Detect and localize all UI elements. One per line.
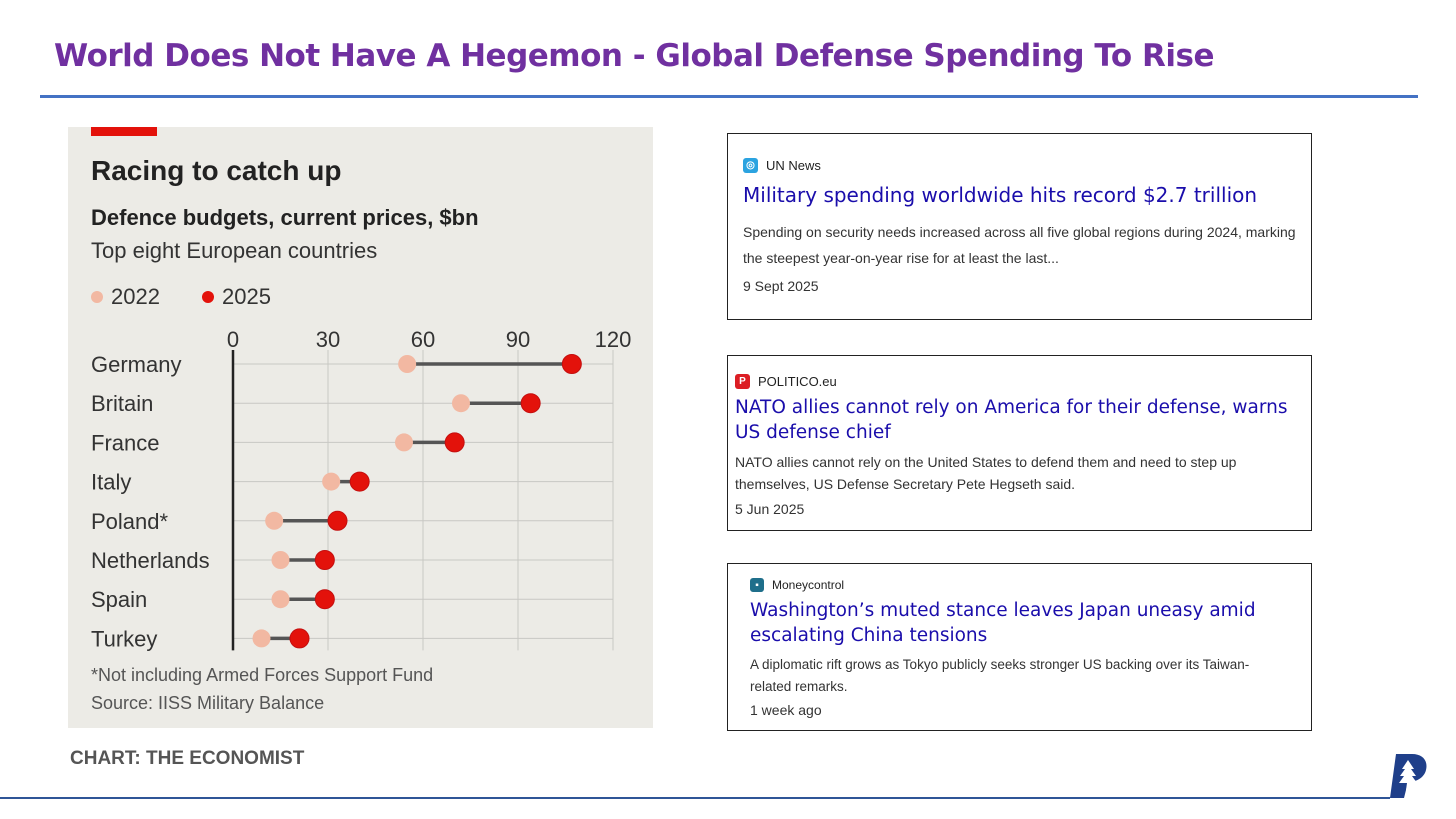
news-headline[interactable]: Washington’s muted stance leaves Japan u… bbox=[750, 600, 1256, 646]
dot-2025 bbox=[289, 628, 310, 649]
news-card-un[interactable]: ◎ UN News Military spending worldwide hit… bbox=[727, 133, 1312, 320]
dot-2025 bbox=[314, 589, 335, 610]
dot-2022 bbox=[265, 511, 284, 530]
chart-subtitle-2: Top eight European countries bbox=[91, 238, 378, 263]
dot-2022 bbox=[452, 394, 470, 413]
dot-2022 bbox=[322, 472, 341, 491]
politico-logo-icon: P bbox=[735, 374, 750, 389]
legend-label: 2025 bbox=[222, 284, 271, 309]
dot-2022 bbox=[271, 590, 290, 609]
chart-subtitle: Defence budgets, current prices, $bn bbox=[91, 205, 479, 230]
economist-chart: Racing to catch up Defence budgets, curr… bbox=[68, 127, 653, 728]
category-label: Turkey bbox=[91, 626, 157, 651]
chart-source: Source: IISS Military Balance bbox=[91, 693, 325, 713]
news-source: ◎ UN News bbox=[743, 158, 1296, 173]
dot-2025 bbox=[327, 510, 348, 531]
news-date: 5 Jun 2025 bbox=[735, 501, 805, 517]
news-headline[interactable]: Military spending worldwide hits record … bbox=[743, 183, 1258, 207]
legend-2022: 2022 bbox=[91, 284, 160, 310]
x-tick-label: 0 bbox=[227, 327, 239, 352]
economist-red-tag bbox=[91, 127, 157, 136]
chart-plot: 0 30 60 90 120 Germany Britain France Italy Polan… bbox=[91, 327, 632, 651]
legend-2025: 2025 bbox=[202, 284, 271, 310]
news-card-moneycontrol[interactable]: ▪ Moneycontrol Washington’s muted stance … bbox=[727, 563, 1312, 731]
source-label: POLITICO.eu bbox=[758, 374, 837, 389]
dot-2022 bbox=[395, 433, 413, 452]
chart-footnote: *Not including Armed Forces Support Fund bbox=[91, 665, 434, 685]
title-divider bbox=[40, 95, 1418, 98]
news-desc: Spending on security needs increased acr… bbox=[743, 224, 1296, 266]
dot-2025 bbox=[561, 354, 582, 374]
category-label: Germany bbox=[91, 352, 181, 377]
dot-2025 bbox=[314, 550, 335, 570]
dot-2022 bbox=[398, 355, 417, 373]
legend-swatch-2025 bbox=[202, 291, 214, 303]
dot-2025 bbox=[349, 471, 370, 492]
x-tick-label: 120 bbox=[595, 327, 632, 352]
category-label: Netherlands bbox=[91, 548, 210, 573]
chart-credit: CHART: THE ECONOMIST bbox=[70, 748, 305, 769]
category-label: France bbox=[91, 430, 159, 455]
news-headline[interactable]: NATO allies cannot rely on America for t… bbox=[735, 397, 1288, 443]
company-logo-icon bbox=[1390, 754, 1427, 798]
news-source: ▪ Moneycontrol bbox=[750, 578, 1289, 592]
news-desc: NATO allies cannot rely on the United St… bbox=[735, 454, 1237, 492]
news-source: P POLITICO.eu bbox=[735, 374, 1304, 389]
dot-2022 bbox=[252, 629, 271, 648]
x-tick-label: 60 bbox=[411, 327, 435, 352]
chart-title: Racing to catch up bbox=[91, 155, 342, 186]
un-logo-icon: ◎ bbox=[743, 158, 758, 173]
source-label: UN News bbox=[766, 158, 821, 173]
footer-divider bbox=[0, 797, 1390, 799]
news-card-politico[interactable]: P POLITICO.eu NATO allies cannot rely on … bbox=[727, 355, 1312, 531]
dot-2025 bbox=[520, 393, 541, 414]
category-label: Poland* bbox=[91, 509, 169, 534]
dot-2025 bbox=[444, 432, 465, 453]
legend-swatch-2022 bbox=[91, 291, 103, 303]
category-label: Britain bbox=[91, 391, 153, 416]
dot-2022 bbox=[271, 551, 290, 569]
legend-label: 2022 bbox=[111, 284, 160, 309]
page-title: World Does Not Have A Hegemon - Global D… bbox=[54, 38, 1215, 74]
news-desc: A diplomatic rift grows as Tokyo publicl… bbox=[750, 657, 1250, 694]
x-tick-label: 30 bbox=[316, 327, 340, 352]
category-label: Italy bbox=[91, 470, 131, 495]
category-label: Spain bbox=[91, 587, 147, 612]
moneycontrol-logo-icon: ▪ bbox=[750, 578, 764, 592]
source-label: Moneycontrol bbox=[772, 578, 845, 592]
news-date: 9 Sept 2025 bbox=[743, 278, 819, 294]
x-tick-label: 90 bbox=[506, 327, 530, 352]
news-date: 1 week ago bbox=[750, 702, 822, 718]
